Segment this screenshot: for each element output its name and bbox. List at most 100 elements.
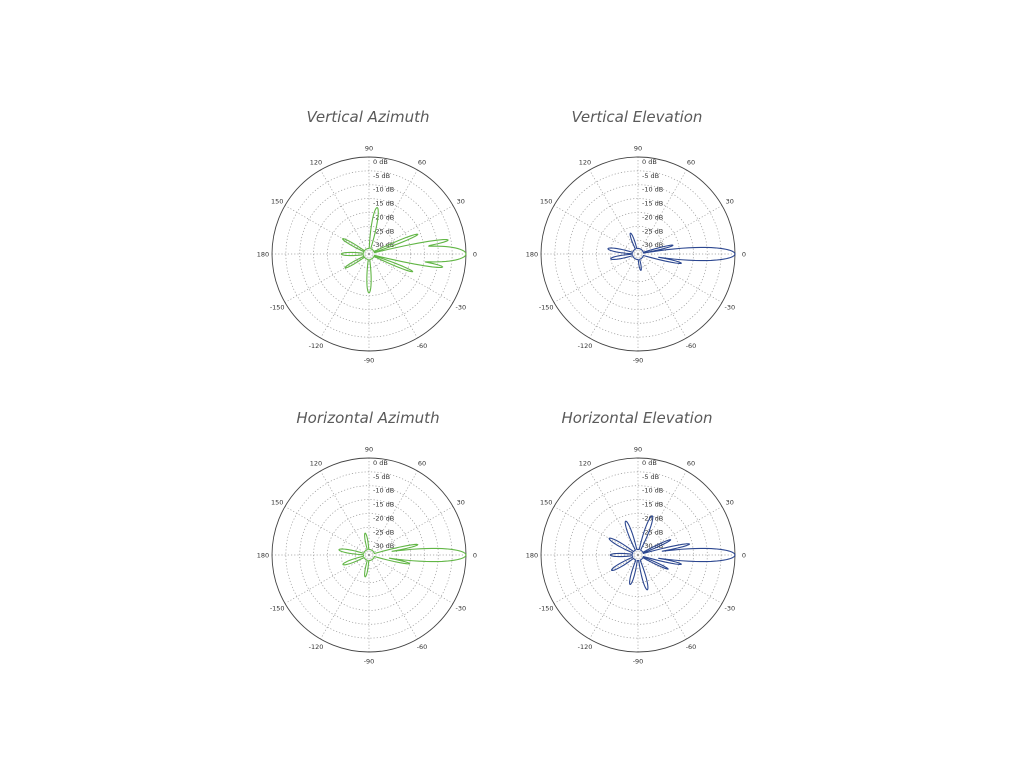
radial-tick-label: -10 dB <box>373 487 394 495</box>
angle-tick-label: 120 <box>310 460 322 468</box>
angle-tick-label: -120 <box>578 342 593 350</box>
radial-tick-label: 0 dB <box>373 158 388 166</box>
radial-tick-label: -15 dB <box>373 501 394 509</box>
radial-tick-label: -20 dB <box>373 514 394 522</box>
grid-ring <box>327 513 411 597</box>
grid-spoke <box>368 554 454 604</box>
radial-tick-label: -15 dB <box>642 501 663 509</box>
radial-tick-label: -30 dB <box>373 241 394 249</box>
angle-tick-label: 90 <box>365 144 373 152</box>
radial-tick-label: -20 dB <box>373 213 394 221</box>
grid-spoke <box>553 205 639 255</box>
radial-tick-label: -10 dB <box>642 186 663 194</box>
angle-tick-label: 150 <box>540 197 552 205</box>
radial-tick-label: 0 dB <box>642 158 657 166</box>
grid-spoke <box>637 253 723 303</box>
angle-tick-label: 0 <box>473 250 477 258</box>
grid-spoke <box>637 169 687 255</box>
radial-tick-label: -15 dB <box>373 200 394 208</box>
angle-tick-label: 180 <box>526 551 538 559</box>
grid-ring <box>299 485 439 625</box>
grid-spoke <box>320 470 370 556</box>
grid-spoke <box>284 205 370 255</box>
angle-tick-label: 180 <box>257 250 269 258</box>
angle-tick-label: -60 <box>686 643 697 651</box>
grid-ring <box>568 184 708 324</box>
grid-spoke <box>637 205 723 255</box>
grid-spoke <box>284 506 370 556</box>
grid-ring <box>285 170 453 338</box>
angle-tick-label: 30 <box>726 498 734 506</box>
radial-tick-label: -25 dB <box>373 528 394 536</box>
grid-ring <box>596 212 680 296</box>
angle-tick-label: -30 <box>455 604 466 612</box>
grid-spoke <box>637 253 687 339</box>
angle-tick-label: -30 <box>724 303 735 311</box>
radial-tick-label: 0 dB <box>642 459 657 467</box>
angle-tick-label: 0 <box>473 551 477 559</box>
angle-tick-label: -60 <box>686 342 697 350</box>
angle-tick-label: -90 <box>364 657 375 665</box>
angle-tick-label: -150 <box>270 604 285 612</box>
radial-tick-label: -5 dB <box>642 172 659 180</box>
radial-tick-label: -5 dB <box>373 172 390 180</box>
radiation-pattern-series <box>608 515 736 591</box>
grid-spoke <box>368 169 418 255</box>
chart-title-vertical-azimuth: Vertical Azimuth <box>306 108 430 126</box>
angle-tick-label: -60 <box>417 342 428 350</box>
radial-tick-label: 0 dB <box>373 459 388 467</box>
radial-tick-label: -30 dB <box>373 542 394 550</box>
angle-tick-label: 150 <box>271 197 283 205</box>
grid-spoke <box>320 554 370 640</box>
radiation-pattern-series <box>607 232 736 271</box>
radial-tick-label: -10 dB <box>373 186 394 194</box>
radial-tick-label: -30 dB <box>642 542 663 550</box>
polar-chart-vertical-azimuth: 90 60 30 0 -30 -60 -90 -120 -150 180 150 120 0 dB -5 … <box>257 144 477 364</box>
grid-ring <box>554 471 722 639</box>
radial-tick-label: -15 dB <box>642 200 663 208</box>
grid-spoke <box>589 169 639 255</box>
grid-ring <box>554 170 722 338</box>
grid-spoke <box>320 253 370 339</box>
angle-tick-label: -120 <box>309 643 324 651</box>
polar-chart-vertical-elevation: 90 60 30 0 -30 -60 -90 -120 -150 180 150 120 0 dB -5 … <box>526 144 746 364</box>
angle-tick-label: -30 <box>724 604 735 612</box>
polar-chart-horizontal-elevation: 90 60 30 0 -30 -60 -90 -120 -150 180 150 120 0 dB -5 … <box>526 445 746 665</box>
radiation-pattern-series <box>338 532 467 578</box>
angle-tick-label: 0 <box>742 551 746 559</box>
grid-ring <box>299 184 439 324</box>
radial-tick-label: -5 dB <box>642 473 659 481</box>
grid-spoke <box>368 205 454 255</box>
grid-spoke <box>637 470 687 556</box>
angle-tick-label: -30 <box>455 303 466 311</box>
angle-tick-label: -120 <box>309 342 324 350</box>
grid-spoke <box>589 554 639 640</box>
angle-tick-label: 90 <box>634 144 642 152</box>
angle-tick-label: 120 <box>579 159 591 167</box>
grid-spoke <box>320 169 370 255</box>
angle-tick-label: -90 <box>364 356 375 364</box>
grid-spoke <box>284 253 370 303</box>
angle-tick-label: 30 <box>457 197 465 205</box>
radial-tick-label: -10 dB <box>642 487 663 495</box>
angle-tick-label: 60 <box>687 159 695 167</box>
radial-tick-label: -5 dB <box>373 473 390 481</box>
grid-spoke <box>368 506 454 556</box>
grid-ring <box>327 212 411 296</box>
angle-tick-label: 180 <box>526 250 538 258</box>
grid-spoke <box>553 506 639 556</box>
chart-title-horizontal-azimuth: Horizontal Azimuth <box>296 409 440 427</box>
radial-tick-label: -25 dB <box>642 528 663 536</box>
angle-tick-label: -120 <box>578 643 593 651</box>
grid-ring <box>568 485 708 625</box>
grid-spoke <box>368 253 454 303</box>
grid-spoke <box>368 470 418 556</box>
grid-ring <box>340 526 398 584</box>
angle-tick-label: -90 <box>633 356 644 364</box>
grid-ring <box>596 513 680 597</box>
angle-tick-label: 90 <box>365 445 373 453</box>
grid-spoke <box>553 253 639 303</box>
angle-tick-label: 180 <box>257 551 269 559</box>
radial-tick-label: -25 dB <box>642 227 663 235</box>
angle-tick-label: 60 <box>418 159 426 167</box>
